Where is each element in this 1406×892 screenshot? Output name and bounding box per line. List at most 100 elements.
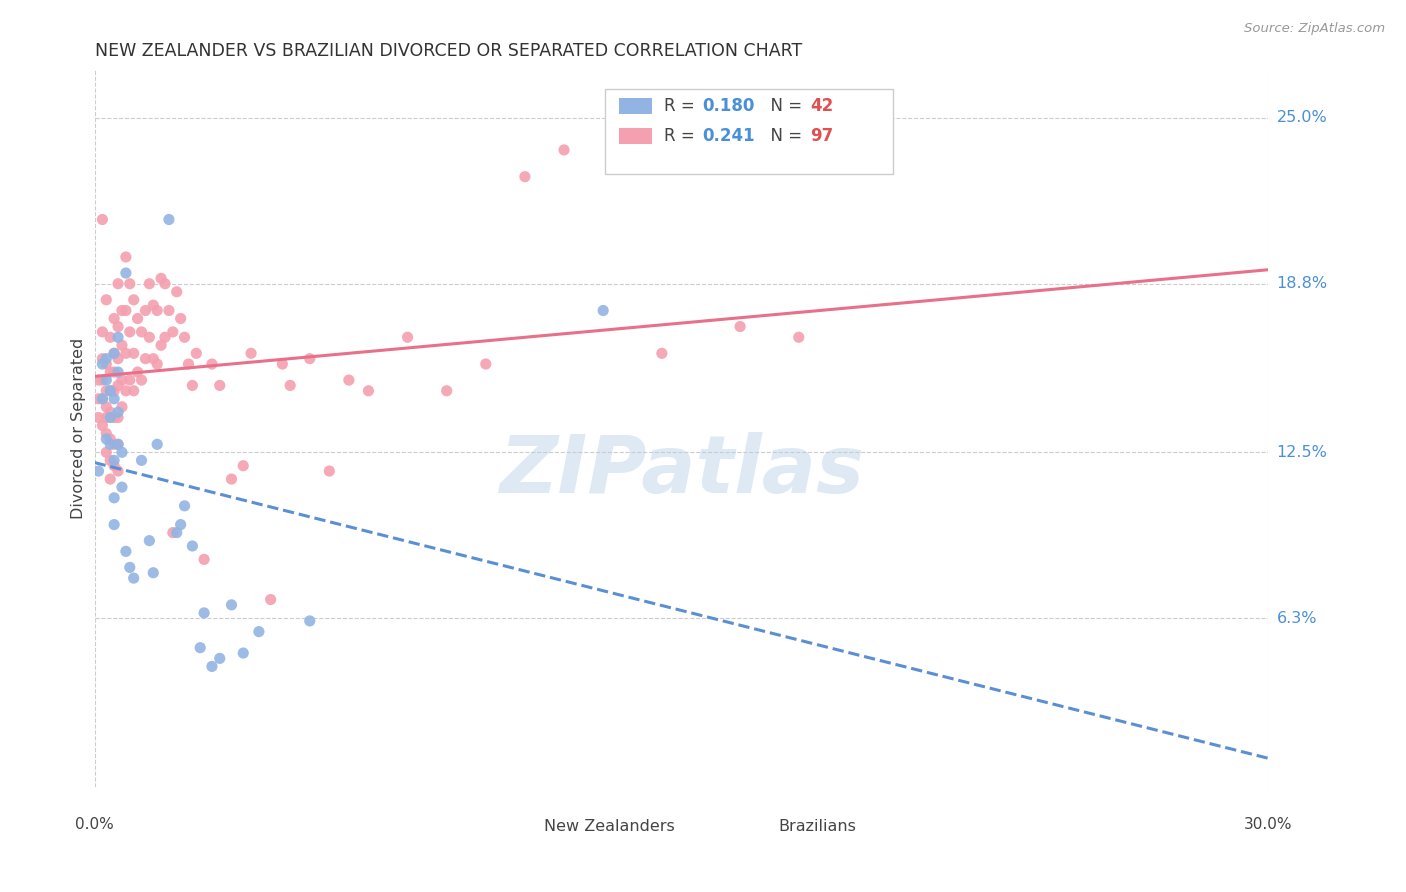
Text: 30.0%: 30.0% (1244, 817, 1292, 832)
Point (107, 437, 129, 451)
Point (98, 365, 121, 379)
Text: Brazilians: Brazilians (779, 819, 856, 834)
Point (96, 432, 118, 446)
Point (103, 365, 125, 379)
Point (98, 432, 121, 446)
Point (138, 277, 160, 291)
Point (146, 437, 169, 451)
Point (103, 458, 125, 473)
Point (107, 405, 129, 419)
Point (103, 453, 125, 467)
Point (221, 472, 243, 486)
Point (142, 566, 165, 580)
Point (728, 319, 751, 334)
FancyBboxPatch shape (619, 98, 652, 114)
Point (157, 212, 180, 227)
Point (259, 592, 281, 607)
Point (107, 351, 129, 366)
Point (115, 346, 138, 360)
Point (166, 285, 188, 299)
Point (138, 533, 160, 548)
Y-axis label: Divorced or Separated: Divorced or Separated (72, 337, 86, 519)
Point (107, 365, 129, 379)
Point (513, 169, 536, 184)
Point (193, 606, 215, 620)
Point (142, 298, 165, 312)
Point (111, 338, 134, 352)
Point (118, 373, 141, 387)
Text: ZIPatlas: ZIPatlas (499, 433, 863, 510)
Point (166, 525, 188, 540)
Point (96, 373, 118, 387)
Point (396, 330, 419, 344)
Point (157, 303, 180, 318)
Point (134, 303, 156, 318)
Text: 25.0%: 25.0% (1277, 111, 1327, 125)
Point (475, 357, 498, 371)
Point (169, 517, 191, 532)
Point (221, 598, 243, 612)
Point (115, 303, 138, 318)
Point (96, 400, 118, 414)
Point (87, 373, 110, 387)
Point (107, 464, 129, 478)
Point (103, 346, 125, 360)
FancyBboxPatch shape (619, 128, 652, 145)
Point (111, 400, 134, 414)
Point (91, 351, 114, 366)
Point (98, 472, 121, 486)
Point (150, 271, 173, 285)
Point (146, 303, 169, 318)
Point (91, 392, 114, 406)
Point (278, 378, 301, 392)
Point (122, 571, 145, 585)
Point (318, 464, 340, 478)
Text: 18.8%: 18.8% (1277, 277, 1327, 291)
Point (169, 311, 191, 326)
Point (138, 330, 160, 344)
Point (111, 480, 134, 494)
Point (98, 405, 121, 419)
Point (98, 437, 121, 451)
Point (592, 303, 614, 318)
Point (96, 384, 118, 398)
Point (271, 357, 294, 371)
Point (91, 357, 114, 371)
Text: Source: ZipAtlas.com: Source: ZipAtlas.com (1244, 22, 1385, 36)
Text: 42: 42 (810, 97, 834, 115)
Point (181, 378, 204, 392)
Point (153, 330, 176, 344)
Text: N =: N = (761, 128, 807, 145)
Point (107, 330, 129, 344)
Point (208, 378, 231, 392)
Point (91, 392, 114, 406)
Point (103, 384, 125, 398)
Point (131, 453, 153, 467)
Point (107, 319, 129, 334)
Point (201, 357, 224, 371)
Point (91, 373, 114, 387)
Point (111, 373, 134, 387)
Point (127, 365, 149, 379)
FancyBboxPatch shape (747, 819, 772, 833)
Point (96, 426, 118, 441)
Text: New Zealanders: New Zealanders (544, 819, 675, 834)
Point (436, 384, 458, 398)
Point (131, 325, 153, 339)
Point (181, 539, 204, 553)
Point (177, 357, 200, 371)
Point (122, 346, 145, 360)
Point (122, 384, 145, 398)
Text: N =: N = (761, 97, 807, 115)
Point (96, 357, 118, 371)
Point (111, 445, 134, 459)
Point (103, 392, 125, 406)
Point (162, 525, 184, 540)
Point (91, 325, 114, 339)
Point (107, 410, 129, 425)
Point (115, 250, 138, 264)
Point (232, 646, 254, 660)
Point (173, 499, 195, 513)
Point (103, 311, 125, 326)
Point (103, 346, 125, 360)
